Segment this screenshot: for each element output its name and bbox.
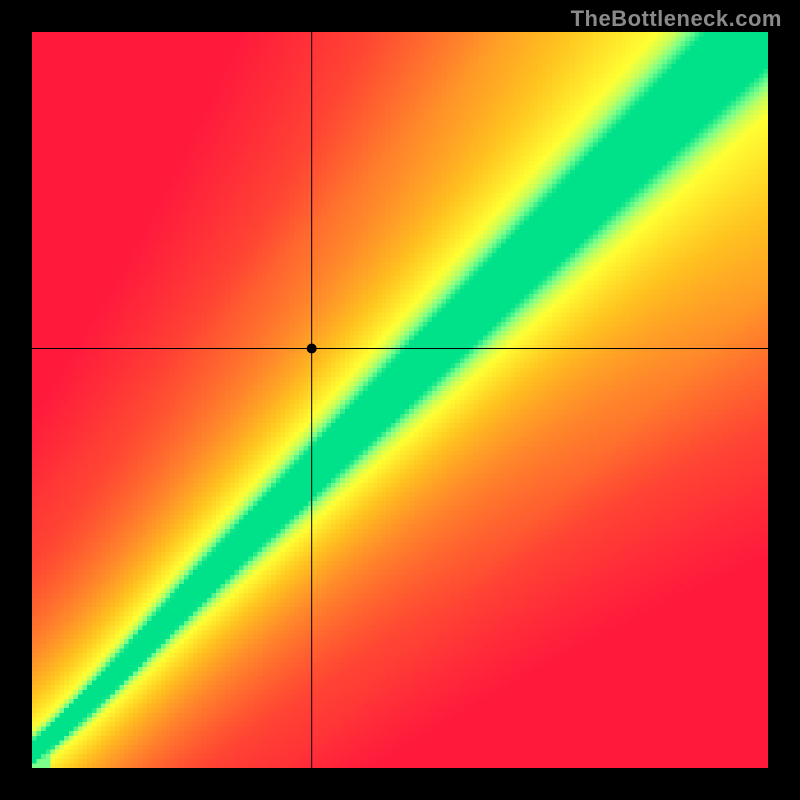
watermark-text: TheBottleneck.com xyxy=(571,6,782,32)
bottleneck-heatmap xyxy=(32,32,768,768)
chart-container: TheBottleneck.com xyxy=(0,0,800,800)
